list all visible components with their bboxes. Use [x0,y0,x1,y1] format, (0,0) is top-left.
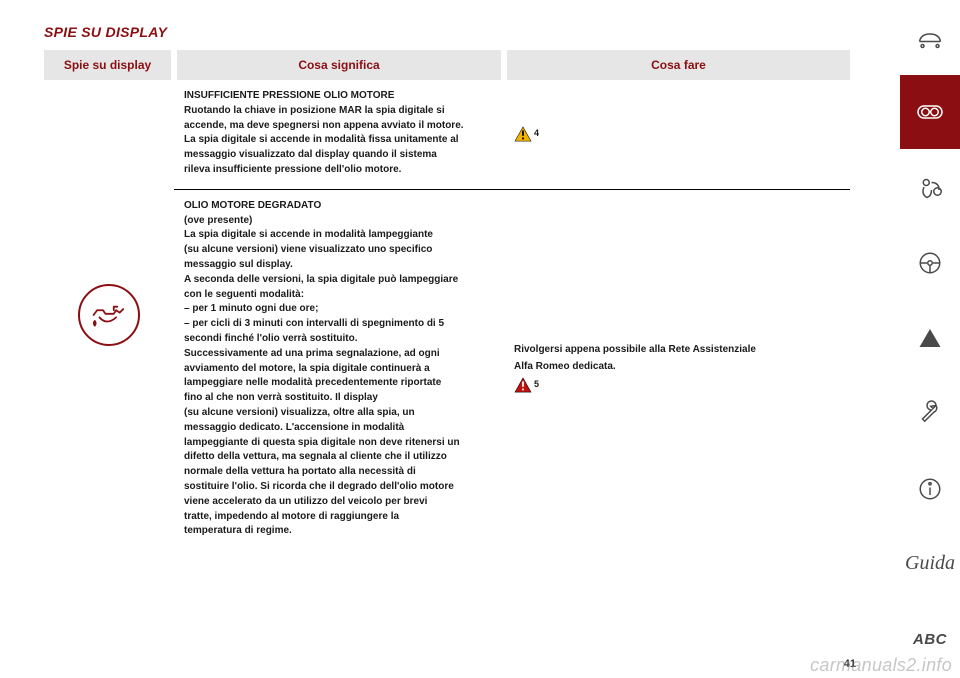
body-line: Successivamente ad una prima segnalazion… [184,348,494,361]
warning-ref-num: 5 [534,379,539,389]
body-line: avviamento del motore, la spia digitale … [184,363,494,376]
signature-glyph: Guida [905,552,955,575]
body-line: lampeggiare nelle modalità precedentemen… [184,377,494,390]
col-header-1: Spie su display [44,50,174,80]
warning-icon-cell [44,80,174,550]
body-line: rileva insufficiente pressione dell'olio… [184,164,494,177]
col-header-2: Cosa significa [174,50,504,80]
tab-car-icon[interactable] [900,0,960,75]
warning-ref-num: 4 [534,129,539,139]
tab-airbag-icon[interactable] [900,151,960,226]
col-header-3: Cosa fare [504,50,850,80]
body-line: temperatura di regime. [184,525,494,538]
body-line: difetto della vettura, ma segnala al cli… [184,451,494,464]
body-line: (su alcune versioni) visualizza, oltre a… [184,407,494,420]
meaning-cell: OLIO MOTORE DEGRADATO (ove presente) La … [174,189,504,550]
table-header-row: Spie su display Cosa significa Cosa fare [44,50,850,80]
row-title: INSUFFICIENTE PRESSIONE OLIO MOTORE [184,90,494,103]
body-line: messaggio dedicato. L'accensione in moda… [184,422,494,435]
tab-wrench-icon[interactable] [900,377,960,452]
tab-abc-icon[interactable]: ABC [900,603,960,678]
meaning-cell: INSUFFICIENTE PRESSIONE OLIO MOTORE Ruot… [174,80,504,189]
body-line: lampeggiante di questa spia digitale non… [184,437,494,450]
chapter-tabs: Guida ABC [900,0,960,678]
tab-signature-icon[interactable]: Guida [900,527,960,602]
tab-warning-triangle-icon[interactable] [900,301,960,376]
abc-label: ABC [913,631,947,648]
body-line: messaggio sul display. [184,259,494,272]
body-line: – per 1 minuto ogni due ore; [184,303,494,316]
body-line: messaggio visualizzato dal display quand… [184,149,494,162]
body-line: Ruotando la chiave in posizione MAR la s… [184,105,494,118]
body-line: accende, ma deve spegnersi non appena av… [184,120,494,133]
action-line: Rivolgersi appena possibile alla Rete As… [514,343,840,356]
engine-oil-icon [78,284,140,346]
body-line: A seconda delle versioni, la spia digita… [184,274,494,287]
body-line: La spia digitale si accende in modalità … [184,229,494,242]
body-line: con le seguenti modalità: [184,289,494,302]
warning-triangle-yellow-icon [514,126,532,142]
warning-table: Spie su display Cosa significa Cosa fare… [44,50,850,550]
body-line: viene accelerato da un utilizzo del veic… [184,496,494,509]
action-line: Alfa Romeo dedicata. [514,360,840,373]
page-content: SPIE SU DISPLAY Spie su display Cosa sig… [0,0,870,678]
body-line: secondi finché l'olio verrà sostituito. [184,333,494,346]
body-line: (su alcune versioni) viene visualizzato … [184,244,494,257]
action-cell: Rivolgersi appena possibile alla Rete As… [504,189,850,550]
body-line: sostituire l'olio. Si ricorda che il deg… [184,481,494,494]
body-line: fino al che non verrà sostituito. Il dis… [184,392,494,405]
tab-dashboard-icon[interactable] [900,75,960,150]
tab-steering-wheel-icon[interactable] [900,226,960,301]
table-row: INSUFFICIENTE PRESSIONE OLIO MOTORE Ruot… [44,80,850,189]
row-subtitle: (ove presente) [184,215,494,228]
body-line: tratte, impedendo al motore di raggiunge… [184,511,494,524]
body-line: normale della vettura ha portato alla ne… [184,466,494,479]
warning-triangle-red-icon [514,377,532,393]
action-cell: 4 [504,80,850,189]
row-title: OLIO MOTORE DEGRADATO [184,200,494,213]
body-line: – per cicli di 3 minuti con intervalli d… [184,318,494,331]
tab-info-icon[interactable] [900,452,960,527]
body-line: La spia digitale si accende in modalità … [184,134,494,147]
page-title: SPIE SU DISPLAY [44,24,850,40]
